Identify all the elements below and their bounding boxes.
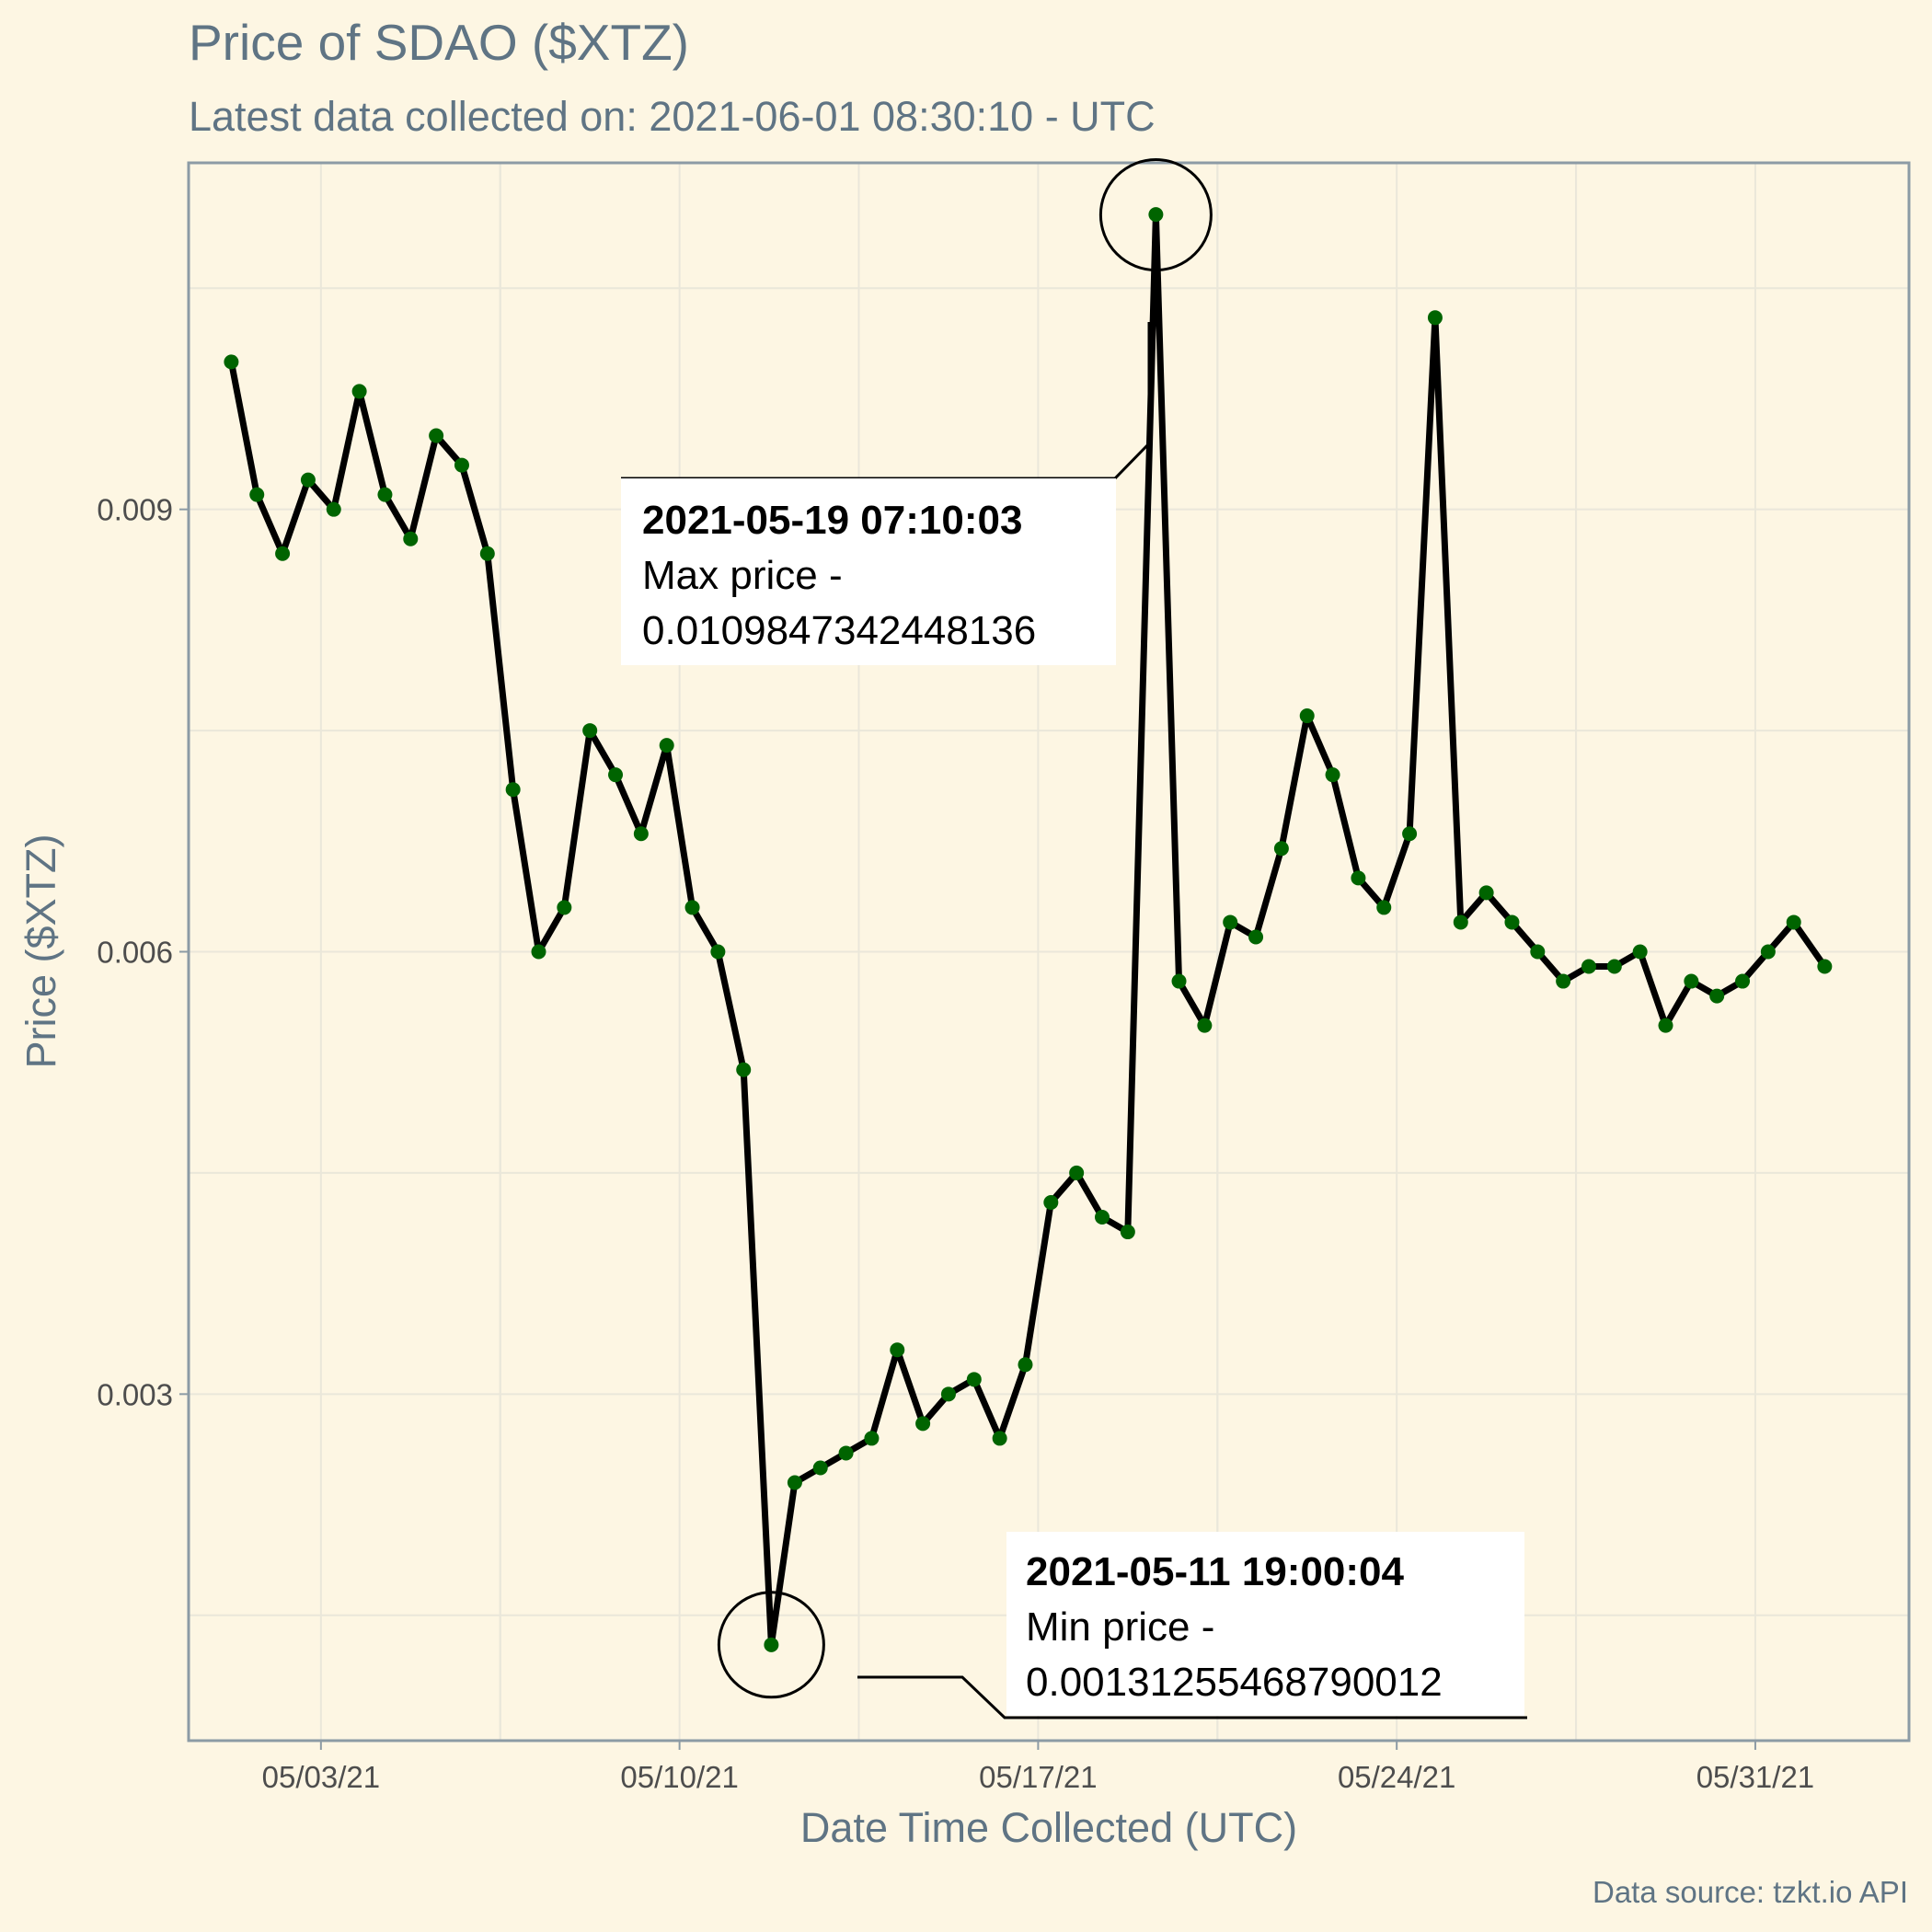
price-point — [1351, 870, 1366, 886]
price-point — [812, 1460, 828, 1476]
grid-lines — [189, 163, 1909, 1741]
price-point — [429, 428, 444, 443]
price-point — [454, 457, 469, 473]
x-tick-label: 05/24/21 — [1338, 1760, 1455, 1794]
price-point — [1735, 973, 1751, 989]
x-tick-label: 05/17/21 — [979, 1760, 1097, 1794]
price-point — [403, 531, 419, 546]
price-point — [1760, 944, 1776, 960]
price-point — [992, 1431, 1007, 1446]
price-point — [1556, 973, 1571, 989]
price-point — [1043, 1194, 1059, 1210]
price-point — [1376, 900, 1392, 915]
price-point — [1299, 708, 1315, 724]
price-point — [1684, 973, 1699, 989]
price-point — [1786, 914, 1801, 930]
price-point — [736, 1062, 752, 1077]
y-axis-title: Price ($XTZ) — [17, 834, 64, 1068]
price-point — [531, 944, 546, 960]
chart-title: Price of SDAO ($XTZ) — [189, 14, 689, 71]
price-point — [608, 767, 624, 783]
price-point — [275, 546, 291, 561]
y-tick-label: 0.006 — [97, 936, 173, 970]
y-axis-ticks: 0.003 0.006 0.009 — [97, 493, 189, 1411]
min-price-leader-line — [857, 1675, 1527, 1719]
price-point — [659, 738, 674, 753]
price-point — [838, 1445, 854, 1461]
price-point — [764, 1637, 779, 1652]
price-point — [1504, 914, 1520, 930]
annotations: 2021-05-19 07:10:03 Max price - 0.01098473… — [621, 158, 1527, 1719]
price-point — [915, 1416, 931, 1432]
x-tick-label: 05/03/21 — [262, 1760, 380, 1794]
price-point — [1095, 1210, 1110, 1225]
max-price-label: Max price - — [642, 553, 843, 598]
max-price-datetime: 2021-05-19 07:10:03 — [642, 498, 1022, 543]
price-point — [1171, 973, 1187, 989]
price-point — [787, 1475, 802, 1490]
price-point — [326, 501, 341, 517]
price-point — [1273, 841, 1289, 857]
price-point — [479, 546, 495, 561]
min-price-value: 0.00131255468790012 — [1026, 1660, 1443, 1705]
price-point — [1223, 914, 1238, 930]
price-point — [890, 1342, 905, 1358]
price-point — [1581, 959, 1596, 974]
price-point — [1478, 885, 1494, 901]
price-point — [864, 1431, 880, 1446]
price-series — [224, 207, 1833, 1652]
price-point — [1197, 1018, 1213, 1033]
price-point — [1709, 988, 1725, 1004]
max-price-marker-circle — [1098, 158, 1213, 272]
price-point — [633, 826, 649, 842]
price-point — [377, 487, 393, 502]
price-point — [1120, 1225, 1135, 1240]
price-point — [300, 472, 316, 488]
price-point — [1632, 944, 1648, 960]
price-point — [1018, 1357, 1033, 1373]
price-point — [351, 384, 367, 399]
y-tick-label: 0.009 — [97, 493, 173, 527]
data-source-caption: Data source: tzkt.io API — [1593, 1875, 1908, 1909]
price-point — [582, 723, 598, 739]
price-point — [966, 1372, 982, 1387]
x-tick-label: 05/10/21 — [620, 1760, 738, 1794]
price-point — [1453, 914, 1468, 930]
price-point — [505, 782, 521, 798]
max-price-value: 0.0109847342448136 — [642, 608, 1036, 653]
min-price-datetime: 2021-05-11 19:00:04 — [1026, 1549, 1405, 1594]
price-point — [1606, 959, 1622, 974]
min-price-label: Min price - — [1026, 1604, 1214, 1650]
price-point — [1530, 944, 1546, 960]
price-point — [557, 900, 572, 915]
price-point — [1402, 826, 1418, 842]
price-point — [249, 487, 265, 502]
chart-subtitle: Latest data collected on: 2021-06-01 08:… — [189, 93, 1156, 140]
price-point — [684, 900, 700, 915]
x-axis-ticks: 05/03/21 05/10/21 05/17/21 05/24/21 05/31/21 — [262, 1741, 1814, 1794]
x-tick-label: 05/31/21 — [1696, 1760, 1814, 1794]
price-point — [1427, 310, 1443, 326]
max-price-label-box — [621, 478, 1116, 665]
price-point — [940, 1386, 956, 1402]
min-price-marker-circle — [717, 1591, 825, 1699]
price-point — [1248, 929, 1264, 945]
price-point — [1325, 767, 1340, 783]
price-point — [1148, 207, 1164, 223]
price-point — [224, 354, 239, 370]
min-price-label-box — [1006, 1532, 1524, 1716]
y-tick-label: 0.003 — [97, 1377, 173, 1411]
price-point — [1658, 1018, 1673, 1033]
x-axis-title: Date Time Collected (UTC) — [800, 1804, 1297, 1851]
price-point — [1817, 959, 1833, 974]
price-point — [710, 944, 726, 960]
price-point — [1069, 1165, 1085, 1180]
